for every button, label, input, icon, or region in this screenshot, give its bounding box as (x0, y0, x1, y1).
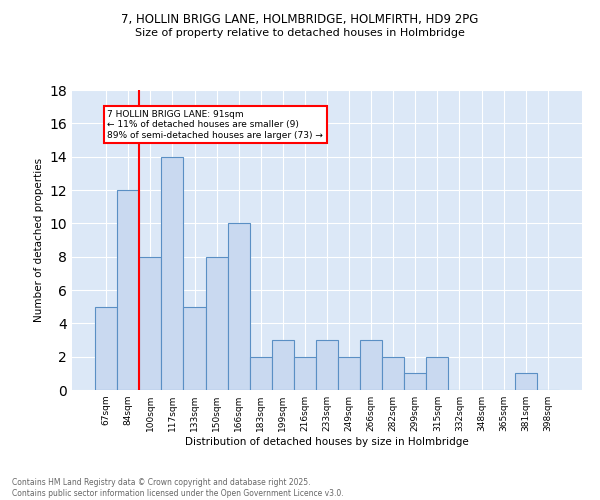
Bar (427, 356, 448, 390)
Bar (161, 156, 184, 390)
Bar (272, 340, 294, 390)
Bar (316, 340, 338, 390)
Bar (382, 356, 404, 390)
Text: 7 HOLLIN BRIGG LANE: 91sqm
← 11% of detached houses are smaller (9)
89% of semi-: 7 HOLLIN BRIGG LANE: 91sqm ← 11% of deta… (107, 110, 323, 140)
X-axis label: Distribution of detached houses by size in Holmbridge: Distribution of detached houses by size … (185, 437, 469, 447)
Bar (294, 356, 316, 390)
Bar (515, 374, 537, 390)
Bar (360, 340, 382, 390)
Bar (404, 374, 427, 390)
Bar (95, 306, 117, 390)
Bar (250, 356, 272, 390)
Bar (184, 306, 206, 390)
Bar (227, 224, 250, 390)
Y-axis label: Number of detached properties: Number of detached properties (34, 158, 44, 322)
Text: Contains HM Land Registry data © Crown copyright and database right 2025.
Contai: Contains HM Land Registry data © Crown c… (12, 478, 344, 498)
Bar (117, 190, 139, 390)
Bar (139, 256, 161, 390)
Text: Size of property relative to detached houses in Holmbridge: Size of property relative to detached ho… (135, 28, 465, 38)
Bar (206, 256, 227, 390)
Text: 7, HOLLIN BRIGG LANE, HOLMBRIDGE, HOLMFIRTH, HD9 2PG: 7, HOLLIN BRIGG LANE, HOLMBRIDGE, HOLMFI… (121, 12, 479, 26)
Bar (338, 356, 360, 390)
